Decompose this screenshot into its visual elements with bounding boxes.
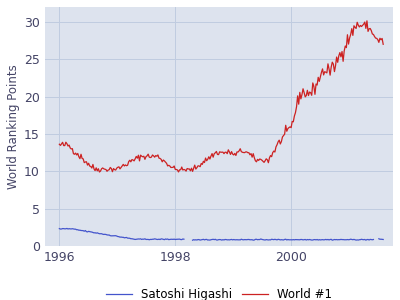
World #1	[256, 159, 261, 162]
Satoshi Higashi	[256, 238, 261, 241]
Line: World #1: World #1	[59, 21, 383, 172]
World #1	[251, 152, 256, 155]
Satoshi Higashi	[251, 238, 256, 242]
Legend: Satoshi Higashi, World #1: Satoshi Higashi, World #1	[101, 283, 337, 300]
World #1	[57, 142, 62, 146]
World #1	[331, 62, 336, 66]
World #1	[250, 155, 254, 159]
World #1	[97, 170, 102, 174]
Satoshi Higashi	[381, 238, 386, 241]
Line: Satoshi Higashi: Satoshi Higashi	[59, 228, 383, 240]
World #1	[352, 24, 356, 28]
Satoshi Higashi	[331, 238, 336, 242]
Satoshi Higashi	[58, 227, 63, 231]
World #1	[364, 19, 369, 22]
Y-axis label: World Ranking Points: World Ranking Points	[7, 64, 20, 189]
Satoshi Higashi	[352, 238, 356, 241]
World #1	[381, 43, 386, 46]
World #1	[58, 144, 63, 147]
Satoshi Higashi	[57, 227, 62, 230]
Satoshi Higashi	[250, 238, 254, 242]
